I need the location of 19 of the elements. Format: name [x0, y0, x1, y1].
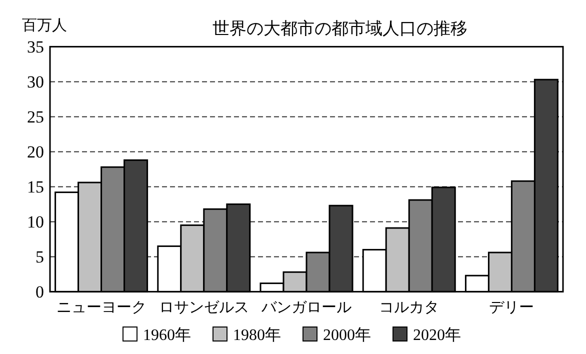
x-tick-label: ロサンゼルス [158, 300, 249, 316]
y-tick-label: 30 [27, 72, 44, 92]
y-tick-label: 20 [27, 142, 44, 162]
y-tick-label: 0 [36, 282, 44, 302]
legend-label: 1960年 [143, 327, 191, 344]
x-tick-label: ニューヨーク [56, 300, 146, 316]
legend-label: 2020年 [413, 327, 461, 344]
y-tick-label: 25 [27, 108, 44, 127]
legend-label: 1980年 [233, 327, 281, 344]
chart-title: 世界の大都市の都市域人口の推移 [212, 19, 468, 38]
y-tick-label: 10 [27, 212, 44, 232]
legend-label: 2000年 [323, 327, 371, 344]
y-tick-label: 35 [27, 38, 44, 57]
x-tick-label: バンガロール [260, 300, 352, 316]
x-tick-label: デリー [489, 300, 534, 316]
x-tick-label: コルカタ [379, 300, 440, 316]
y-tick-label: 15 [27, 178, 44, 197]
y-tick-label: 5 [36, 248, 44, 267]
y-axis-title: 百万人 [22, 18, 67, 34]
